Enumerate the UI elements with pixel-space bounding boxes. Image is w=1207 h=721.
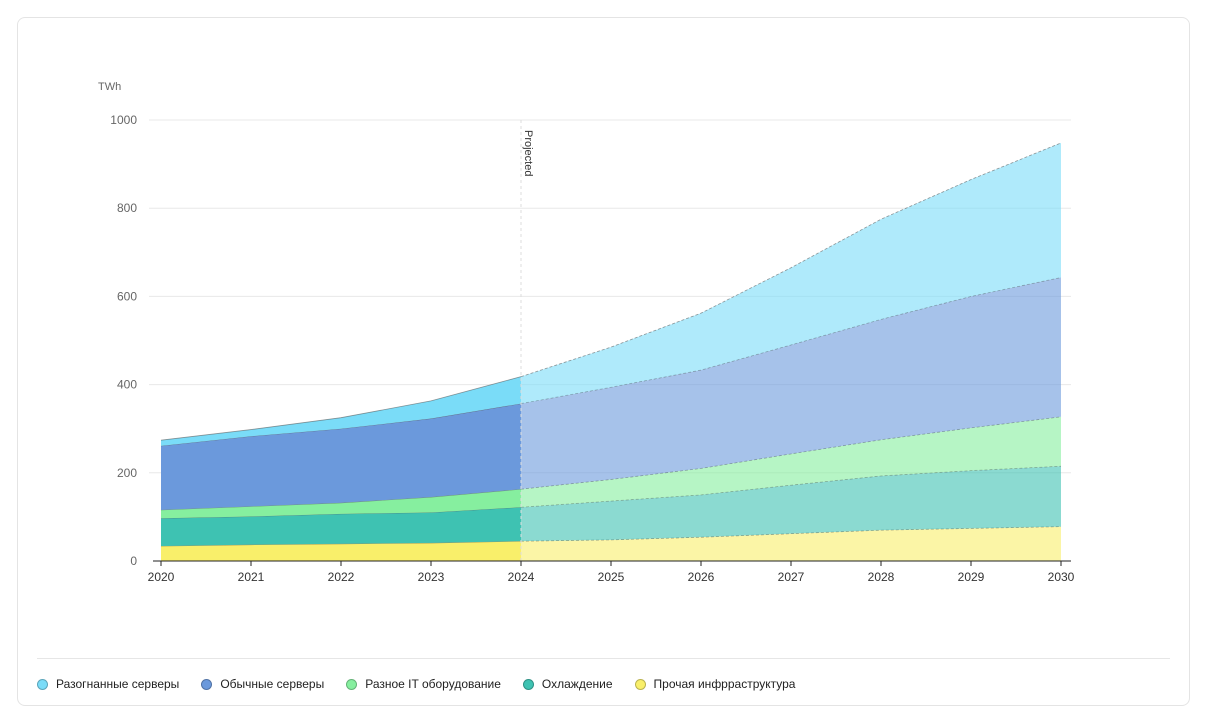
chart-card [17,17,1190,706]
area-projected [521,142,1061,404]
area-projected-line [520,142,1062,378]
area-historical [161,376,521,446]
y-tick-label: 1000 [110,113,137,127]
area-historical [161,489,521,519]
x-tick-label: 2028 [868,570,895,584]
legend-label: Охлаждение [541,677,613,691]
x-tick-label: 2029 [958,570,985,584]
area-historical-line [160,376,522,441]
legend-label: Разное IT оборудование [365,677,501,691]
x-tick-label: 2024 [508,570,535,584]
x-tick-label: 2021 [238,570,265,584]
legend-dot-icon [201,678,213,690]
x-tick-label: 2020 [148,570,175,584]
x-tick-label: 2025 [598,570,625,584]
x-tick-label: 2026 [688,570,715,584]
legend-label: Разогнанные серверы [56,677,180,691]
legend-item[interactable]: Разогнанные серверы [37,677,179,691]
y-tick-label: 400 [117,378,137,392]
y-tick-label: 200 [117,466,137,480]
area-projected [521,277,1061,490]
area-historical [161,507,521,547]
legend-dot-icon [37,678,48,690]
x-tick-label: 2022 [328,570,355,584]
legend-dot-icon [634,678,646,690]
area-projected [521,416,1061,508]
projected-label: Projected [522,130,534,176]
legend-label: Прочая инфрраструктура [653,677,796,691]
legend-item[interactable]: Разное IT оборудование [346,677,501,691]
x-tick-label: 2023 [418,570,445,584]
y-axis-label: TWh [98,81,121,93]
legend-item[interactable]: Обычные серверы [201,677,324,691]
area-historical [161,541,521,561]
legend-item[interactable]: Прочая инфрраструктура [634,677,796,691]
area-projected [521,466,1061,542]
area-projected [521,526,1061,561]
x-tick-label: 2030 [1048,570,1075,584]
y-tick-label: 600 [117,289,137,303]
legend-dot-icon [346,678,358,690]
legend: Разогнанные серверы Обычные серверы Разное… [37,658,1170,691]
area-historical [161,403,521,510]
legend-item[interactable]: Охлаждение [522,677,613,691]
legend-label: Обычные серверы [220,677,325,691]
y-tick-label: 0 [130,554,137,568]
x-tick-label: 2027 [778,570,805,584]
legend-dot-icon [522,678,534,690]
y-tick-label: 800 [117,201,137,215]
